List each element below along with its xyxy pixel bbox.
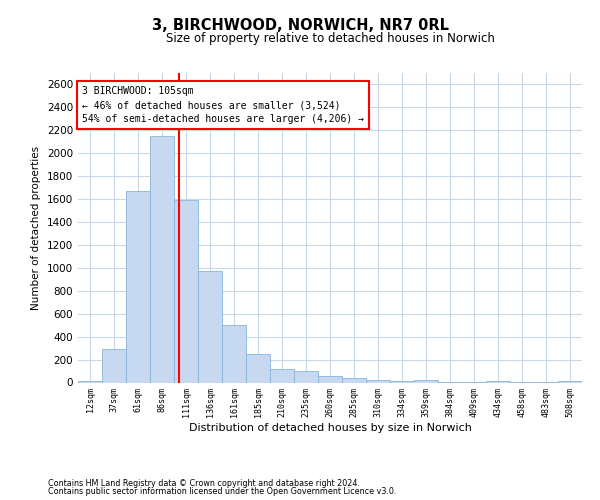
Bar xyxy=(223,325,245,382)
Bar xyxy=(391,381,413,382)
Bar xyxy=(127,191,149,382)
Text: 3, BIRCHWOOD, NORWICH, NR7 0RL: 3, BIRCHWOOD, NORWICH, NR7 0RL xyxy=(151,18,449,32)
Text: Contains public sector information licensed under the Open Government Licence v3: Contains public sector information licen… xyxy=(48,487,397,496)
X-axis label: Distribution of detached houses by size in Norwich: Distribution of detached houses by size … xyxy=(188,423,472,433)
Bar xyxy=(175,200,197,382)
Bar xyxy=(247,354,269,382)
Bar xyxy=(343,378,365,382)
Bar xyxy=(367,380,389,382)
Bar xyxy=(199,271,221,382)
Title: Size of property relative to detached houses in Norwich: Size of property relative to detached ho… xyxy=(166,32,494,45)
Bar xyxy=(151,136,173,382)
Bar xyxy=(79,381,101,382)
Bar xyxy=(319,376,341,382)
Y-axis label: Number of detached properties: Number of detached properties xyxy=(31,146,41,310)
Bar xyxy=(415,380,437,382)
Bar xyxy=(487,381,509,382)
Text: Contains HM Land Registry data © Crown copyright and database right 2024.: Contains HM Land Registry data © Crown c… xyxy=(48,478,360,488)
Bar xyxy=(103,349,125,382)
Bar xyxy=(271,368,293,382)
Text: 3 BIRCHWOOD: 105sqm
← 46% of detached houses are smaller (3,524)
54% of semi-det: 3 BIRCHWOOD: 105sqm ← 46% of detached ho… xyxy=(82,86,364,124)
Bar xyxy=(559,381,581,382)
Bar xyxy=(295,371,317,382)
